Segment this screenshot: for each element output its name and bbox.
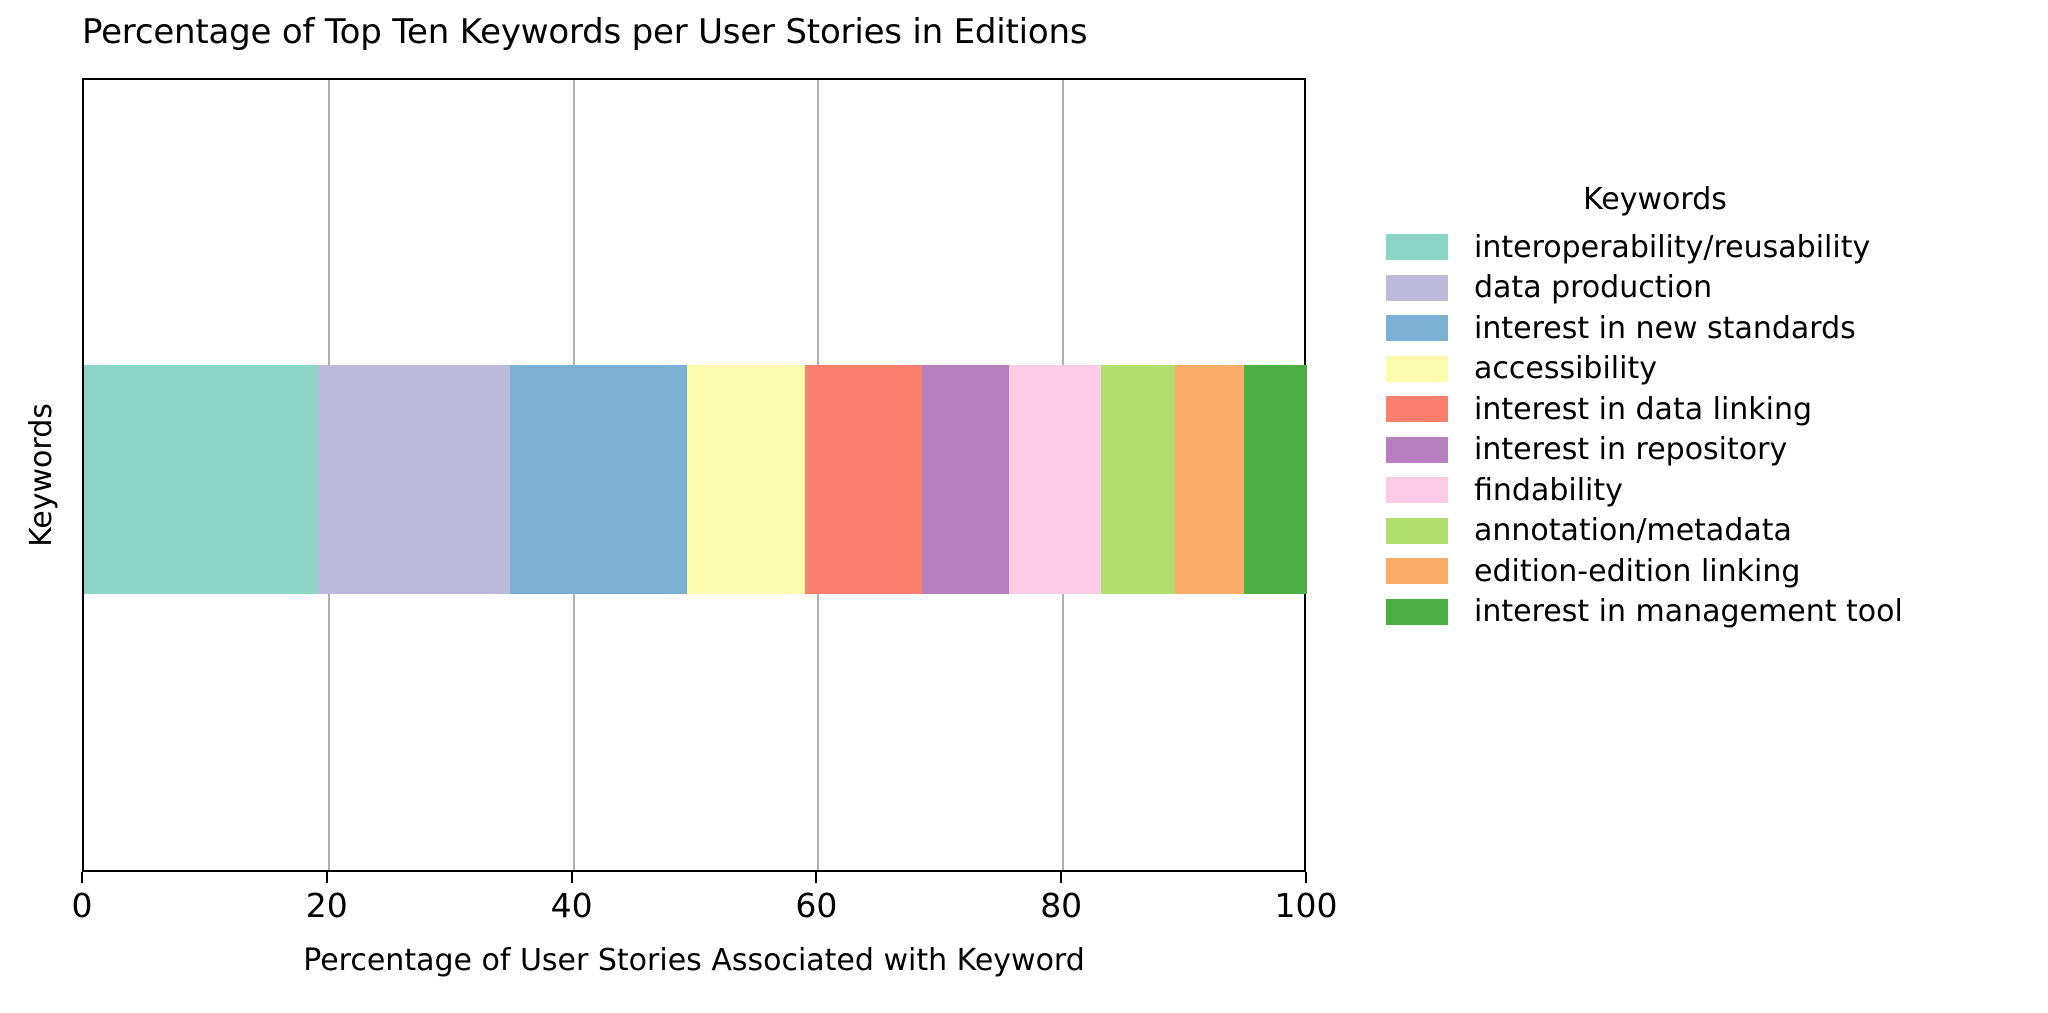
legend-item[interactable]: interest in new standards [1386,308,2026,349]
bar-segment [922,365,1010,594]
stacked-bar [84,365,1308,594]
legend-item-label: edition-edition linking [1474,553,1801,589]
legend-item[interactable]: annotation/metadata [1386,511,2026,552]
legend-title: Keywords [1583,182,1727,217]
bar-segment [1244,365,1307,594]
bar-segment [1009,365,1102,594]
plot-area [82,78,1308,872]
legend-item[interactable]: accessibility [1386,349,2026,390]
legend-swatch-icon [1386,436,1448,463]
legend-item-label: data production [1474,270,1713,306]
bar-segment [509,365,688,594]
legend-swatch-icon [1386,355,1448,382]
legend-item-label: findability [1474,472,1623,508]
x-axis-label: Percentage of User Stories Associated wi… [303,943,1085,978]
legend-swatch-icon [1386,315,1448,342]
bar-segment [1174,365,1245,594]
legend-item[interactable]: interest in repository [1386,430,2026,471]
x-axis-tick-mark [570,872,573,883]
bar-segment [317,365,510,594]
legend-swatch-icon [1386,598,1448,625]
x-axis-tick-label: 100 [1274,886,1338,925]
legend-item-label: interoperability/reusability [1474,229,1871,265]
bar-segment [1101,365,1175,594]
legend-swatch-icon [1386,274,1448,301]
legend-item-label: annotation/metadata [1474,513,1792,549]
legend-item[interactable]: interest in data linking [1386,389,2026,430]
x-axis-tick-mark [815,872,818,883]
chart-title: Percentage of Top Ten Keywords per User … [82,12,1088,52]
x-axis-tick-label: 80 [1040,886,1083,925]
y-axis-label: Keywords [24,403,59,547]
x-axis-tick-mark [1305,872,1307,883]
legend-item-label: interest in data linking [1474,391,1813,427]
x-axis-tick-mark [1060,872,1063,883]
legend-item[interactable]: findability [1386,470,2026,511]
legend-item-label: interest in new standards [1474,310,1856,346]
legend-item[interactable]: data production [1386,268,2026,309]
legend-item-label: accessibility [1474,351,1657,387]
legend-item[interactable]: edition-edition linking [1386,551,2026,592]
bar-segment [804,365,923,594]
x-axis-tick-mark [325,872,328,883]
bar-segment [84,365,318,594]
x-axis-tick-mark [81,872,83,883]
legend-swatch-icon [1386,517,1448,544]
legend-item-label: interest in repository [1474,432,1788,468]
bar-segment [687,365,805,594]
legend-swatch-icon [1386,234,1448,261]
x-axis-tick-label: 0 [71,886,93,925]
x-axis-tick-label: 60 [795,886,838,925]
legend-items: interoperability/reusability data product… [1386,227,2026,632]
legend-swatch-icon [1386,558,1448,585]
legend-swatch-icon [1386,477,1448,504]
legend: Keywords interoperability/reusability dat… [1386,182,2026,632]
x-axis-tick-label: 40 [550,886,593,925]
x-axis-tick-label: 20 [305,886,348,925]
legend-item[interactable]: interest in management tool [1386,592,2026,633]
legend-item[interactable]: interoperability/reusability [1386,227,2026,268]
legend-item-label: interest in management tool [1474,594,1903,630]
legend-swatch-icon [1386,396,1448,423]
